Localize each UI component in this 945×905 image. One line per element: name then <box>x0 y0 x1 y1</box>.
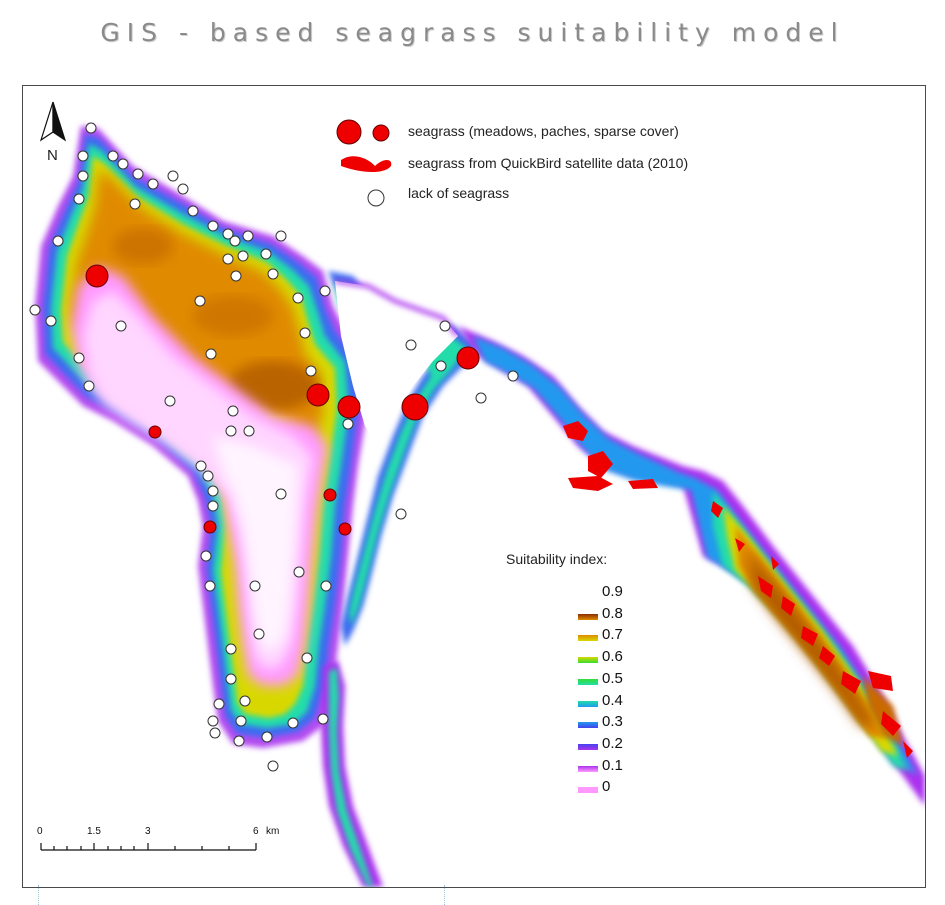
north-label: N <box>47 147 58 164</box>
legend-quickbird-label: seagrass from QuickBird satellite data (… <box>408 155 689 171</box>
legend-lack-label: lack of seagrass <box>408 185 510 201</box>
suitability-swatch-2 <box>578 635 598 642</box>
legend-symbols <box>336 119 392 207</box>
quickbird-seagrass-polygons <box>563 421 913 758</box>
suitability-label-3: 0.6 <box>602 648 623 666</box>
guide-line-right <box>444 885 445 905</box>
suitability-label-9: 0 <box>602 778 611 796</box>
scale-tick-3: 6 <box>253 826 259 837</box>
suitability-swatch-8 <box>578 765 598 772</box>
suitability-label-1: 0.8 <box>602 604 623 622</box>
suitability-swatch-5 <box>578 700 598 707</box>
suitability-swatch-6 <box>578 722 598 729</box>
suitability-swatch-4 <box>578 678 598 685</box>
suitability-label-0: 0.9 <box>602 583 623 600</box>
suitability-label-8: 0.1 <box>602 756 623 774</box>
suitability-raster <box>35 126 925 887</box>
map-title: GIS - based seagrass suitability model <box>100 18 845 47</box>
scale-tick-1: 1.5 <box>87 826 101 837</box>
suitability-label-4: 0.5 <box>602 669 623 687</box>
scale-tick-2: 3 <box>145 826 151 837</box>
seagrass-points <box>85 264 480 536</box>
suitability-swatch-9 <box>578 787 598 794</box>
suitability-map <box>29 101 925 887</box>
legend-seagrass-big-circle <box>336 119 362 145</box>
suitability-label-2: 0.7 <box>602 626 623 644</box>
legend-seagrass-label: seagrass (meadows, paches, sparse cover) <box>408 123 679 139</box>
suitability-label-7: 0.2 <box>602 734 623 752</box>
suitability-label-5: 0.4 <box>602 691 623 709</box>
map-frame: N seagrass (meadows, paches, sparse cove… <box>22 85 926 888</box>
suitability-swatch-1 <box>578 613 598 620</box>
scale-tick-0: 0 <box>37 826 43 837</box>
legend-lack-circle <box>367 189 385 207</box>
suitability-swatch-3 <box>578 657 598 664</box>
suitability-title: Suitability index: <box>506 551 608 567</box>
north-arrow-icon <box>39 101 67 142</box>
suitability-swatch-7 <box>578 743 598 750</box>
guide-line-left <box>38 885 39 905</box>
scale-bar <box>40 843 257 851</box>
suitability-label-6: 0.3 <box>602 713 623 731</box>
legend-seagrass-small-circle <box>372 124 390 142</box>
legend-quickbird-polygon <box>341 156 392 172</box>
lack-of-seagrass-points <box>29 122 519 772</box>
scale-unit: km <box>266 826 280 837</box>
